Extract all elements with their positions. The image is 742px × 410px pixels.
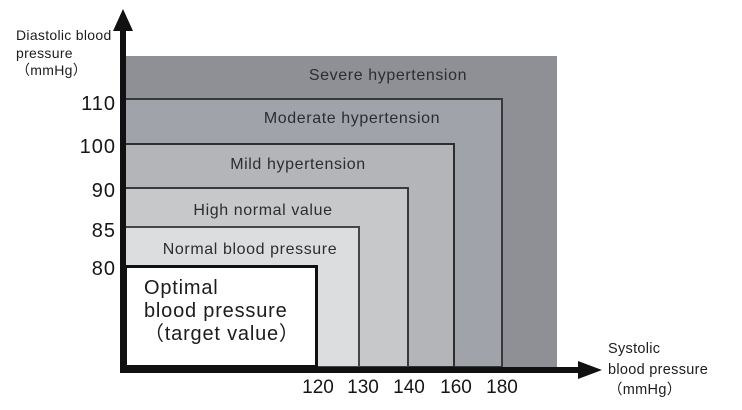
y-axis-line [120, 26, 126, 373]
y-tick-90: 90 [91, 180, 116, 202]
x-tick-180: 180 [486, 377, 518, 398]
zone-label-mild-hypertension: Mild hypertension [230, 156, 366, 173]
y-tick-80: 80 [91, 258, 116, 280]
x-tick-120: 120 [302, 377, 334, 398]
optimal-label-line-3: （target value） [144, 323, 300, 345]
x-axis-title-line-3: （mmHg） [608, 382, 682, 398]
x-axis-arrowhead-icon [578, 361, 602, 379]
y-tick-100: 100 [79, 136, 116, 158]
zone-label-moderate-hypertension: Moderate hypertension [263, 110, 441, 127]
y-axis-title-line-3: （mmHg） [16, 62, 88, 78]
zone-label-severe-hypertension: Severe hypertension [308, 67, 468, 84]
y-axis-title: Diastolic blood pressure （mmHg） [16, 27, 112, 80]
y-axis-title-line-1: Diastolic blood [16, 27, 112, 43]
y-tick-85: 85 [91, 220, 116, 242]
zone-label-normal-blood-pressure: Normal blood pressure [162, 241, 338, 258]
y-axis-title-line-2: pressure [16, 44, 73, 61]
x-axis-line [120, 367, 580, 373]
optimal-label-line-1: Optimal [144, 277, 219, 299]
x-tick-160: 160 [440, 377, 472, 398]
y-axis-arrowhead-icon [113, 9, 133, 31]
x-tick-140: 140 [393, 377, 425, 398]
x-tick-130: 130 [347, 377, 379, 398]
x-axis-title-line-2: blood pressure [608, 361, 709, 378]
optimal-label-line-2: blood pressure [144, 300, 288, 322]
x-axis-title: Systolic blood pressure （mmHg） [608, 339, 708, 401]
x-axis-title-line-1: Systolic [608, 341, 661, 357]
zone-label-optimal-blood-pressure: Optimal blood pressure （target value） [144, 277, 300, 346]
zone-label-high-normal-value: High normal value [193, 202, 333, 219]
y-tick-110: 110 [81, 93, 116, 115]
